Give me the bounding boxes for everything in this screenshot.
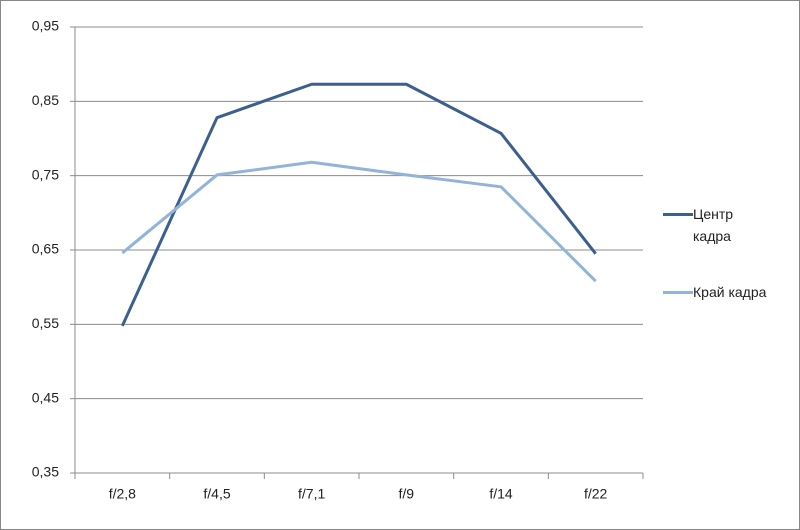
x-tick-label: f/14 xyxy=(489,486,513,502)
x-tick-label: f/9 xyxy=(399,486,415,502)
legend-item: Край кадра xyxy=(663,283,773,303)
y-tick-label: 0,65 xyxy=(32,241,59,257)
y-tick-label: 0,85 xyxy=(32,92,59,108)
legend-item: Центр кадра xyxy=(663,205,773,247)
y-tick-label: 0,75 xyxy=(32,166,59,182)
x-tick-label: f/2,8 xyxy=(109,486,136,502)
legend-label: Центр кадра xyxy=(693,206,734,244)
legend: Центр кадра Край кадра xyxy=(663,205,773,339)
y-tick-label: 0,55 xyxy=(32,315,59,331)
y-tick-label: 0,45 xyxy=(32,389,59,405)
x-tick-label: f/4,5 xyxy=(203,486,230,502)
y-tick-label: 0,95 xyxy=(32,18,59,34)
x-tick-label: f/7,1 xyxy=(298,486,325,502)
legend-swatch xyxy=(663,291,693,294)
series-line xyxy=(120,82,597,327)
legend-swatch xyxy=(663,213,693,216)
y-tick-label: 0,35 xyxy=(32,464,59,480)
x-tick-label: f/22 xyxy=(584,486,608,502)
legend-label: Край кадра xyxy=(693,284,767,300)
series-line xyxy=(121,160,597,283)
